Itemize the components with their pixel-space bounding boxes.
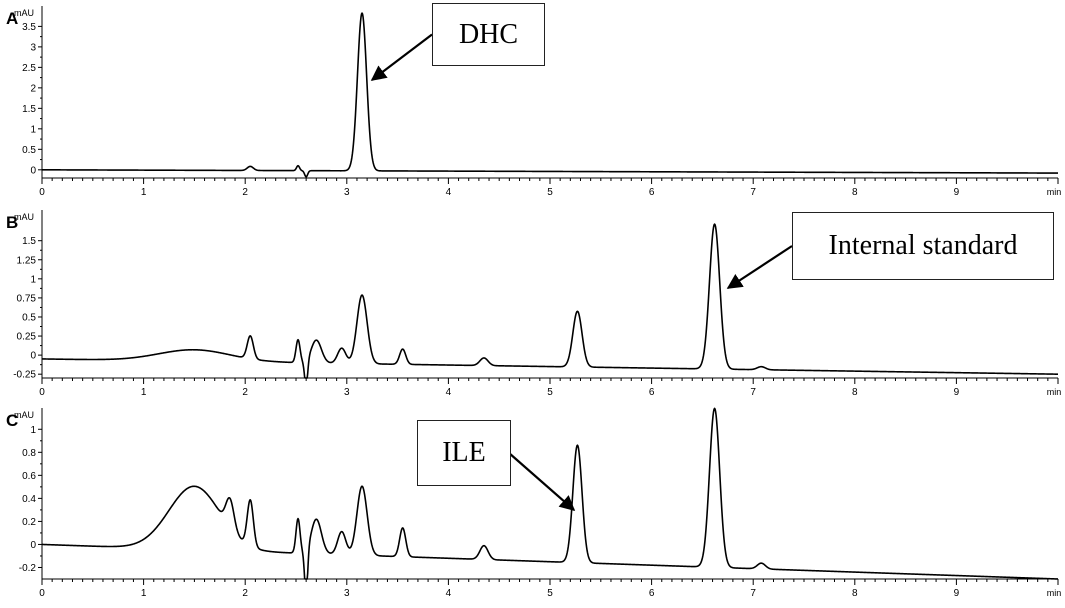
y-unit-label: mAU: [14, 8, 34, 18]
y-tick-label: 0: [30, 165, 36, 176]
chromatogram-trace: [41, 12, 1059, 178]
panel-label: C: [6, 411, 18, 430]
y-tick-label: 1.25: [17, 255, 37, 266]
x-tick-label: 5: [547, 588, 553, 599]
x-unit-label: min: [1047, 588, 1062, 598]
annotation-arrow: [508, 452, 576, 512]
x-tick-label: 1: [141, 588, 147, 599]
y-unit-label: mAU: [14, 212, 34, 222]
panel-label: A: [6, 9, 18, 28]
y-tick-label: 0.2: [22, 517, 36, 528]
annotation-box: DHC: [432, 3, 545, 66]
x-unit-label: min: [1047, 187, 1062, 197]
annotation-arrow: [726, 245, 793, 289]
x-tick-label: 6: [649, 387, 655, 398]
x-tick-label: 6: [649, 588, 655, 599]
x-tick-label: 1: [141, 387, 147, 398]
y-tick-label: 0.4: [22, 494, 36, 505]
y-tick-label: 3.5: [22, 22, 36, 33]
y-tick-label: 0.25: [17, 332, 37, 343]
x-tick-label: 0: [39, 187, 45, 198]
x-tick-label: 4: [446, 588, 452, 599]
x-tick-label: 7: [750, 187, 756, 198]
annotation-text: Internal standard: [828, 230, 1018, 261]
x-tick-label: 8: [852, 588, 858, 599]
x-tick-label: 3: [344, 187, 350, 198]
x-tick-label: 8: [852, 187, 858, 198]
x-tick-label: 0: [39, 387, 45, 398]
y-tick-label: 1.5: [22, 104, 36, 115]
x-tick-label: 5: [547, 187, 553, 198]
x-tick-label: 9: [954, 387, 960, 398]
annotation-text: DHC: [458, 18, 519, 50]
x-tick-label: 1: [141, 187, 147, 198]
annotation-box: Internal standard: [792, 212, 1054, 280]
y-unit-label: mAU: [14, 410, 34, 420]
x-unit-label: min: [1047, 387, 1062, 397]
y-tick-label: 2: [30, 83, 36, 94]
y-tick-label: 1: [30, 274, 36, 285]
y-tick-label: 0.75: [17, 293, 37, 304]
panel-label: B: [6, 213, 18, 232]
annotation-box: ILE: [417, 420, 511, 486]
annotation-text: ILE: [442, 437, 486, 468]
chromatogram-trace: [41, 223, 1059, 379]
y-tick-label: -0.25: [13, 370, 36, 381]
x-tick-label: 6: [649, 187, 655, 198]
y-tick-label: 1: [30, 425, 36, 436]
x-tick-label: 2: [242, 187, 248, 198]
y-tick-label: 0.5: [22, 312, 36, 323]
y-tick-label: 2.5: [22, 63, 36, 74]
x-tick-label: 8: [852, 387, 858, 398]
y-tick-label: 0: [30, 351, 36, 362]
x-tick-label: 2: [242, 387, 248, 398]
x-tick-label: 4: [446, 187, 452, 198]
x-tick-label: 9: [954, 588, 960, 599]
x-tick-label: 5: [547, 387, 553, 398]
x-tick-label: 4: [446, 387, 452, 398]
x-tick-label: 7: [750, 588, 756, 599]
x-tick-label: 3: [344, 387, 350, 398]
y-tick-label: -0.2: [19, 563, 37, 574]
y-tick-label: 3: [30, 42, 36, 53]
y-tick-label: 0.5: [22, 145, 36, 156]
y-tick-label: 1.5: [22, 236, 36, 247]
x-tick-label: 2: [242, 588, 248, 599]
y-tick-label: 0.8: [22, 448, 36, 459]
chromatogram-trace: [41, 407, 1059, 580]
y-tick-label: 1: [30, 124, 36, 135]
x-tick-label: 3: [344, 588, 350, 599]
x-tick-label: 0: [39, 588, 45, 599]
y-tick-label: 0.6: [22, 471, 36, 482]
annotation-arrow: [370, 33, 433, 81]
x-tick-label: 7: [750, 387, 756, 398]
y-tick-label: 0: [30, 540, 36, 551]
x-tick-label: 9: [954, 187, 960, 198]
